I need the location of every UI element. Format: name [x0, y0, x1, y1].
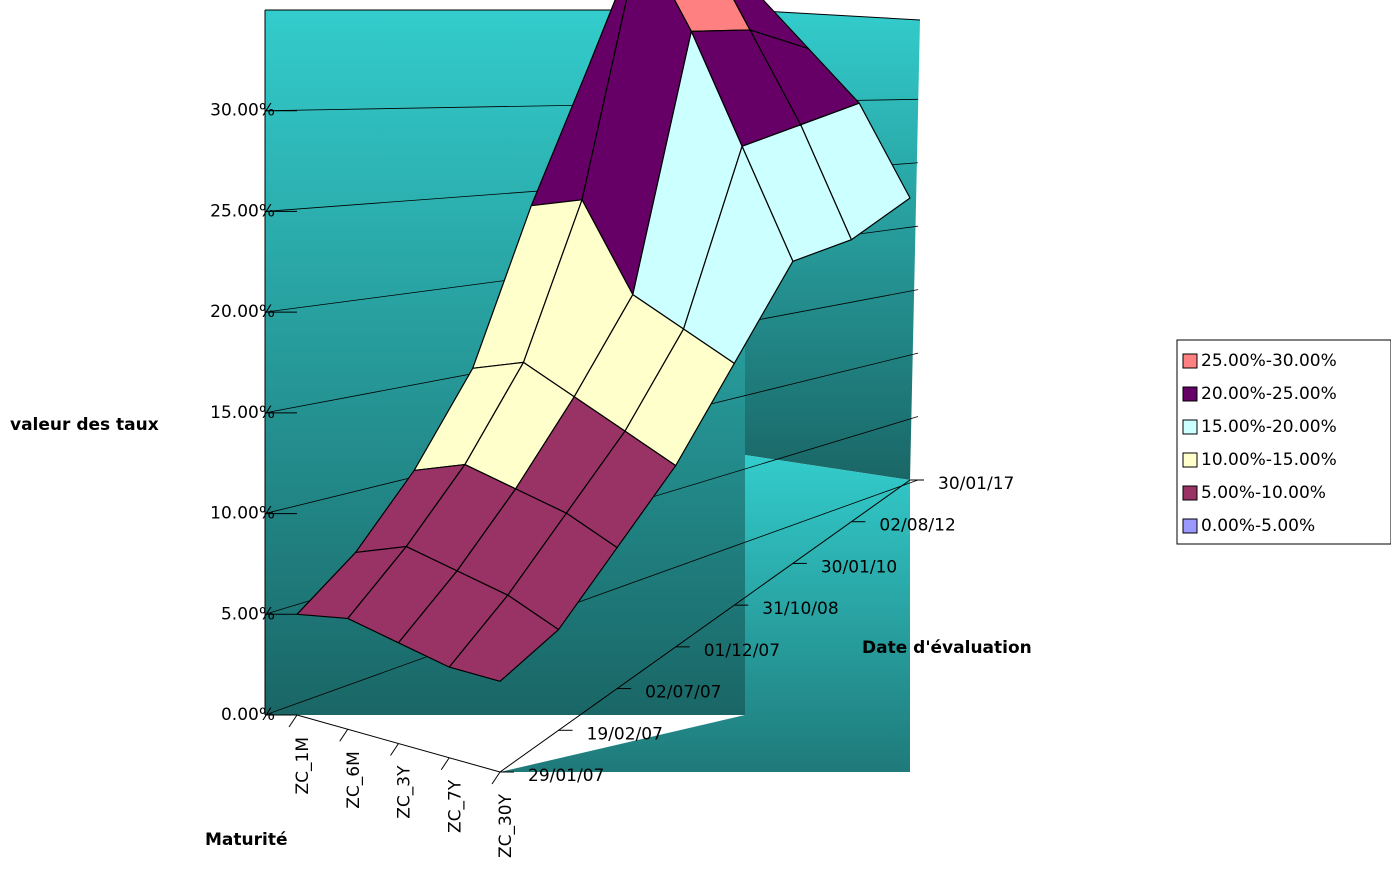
x-tick: [288, 714, 298, 728]
legend-swatch: [1182, 386, 1198, 402]
z-tick-label: 30.00%: [210, 101, 275, 121]
y-tick-label: 30/01/10: [821, 557, 897, 577]
x-tick: [440, 757, 450, 771]
legend-label: 25.00%-30.00%: [1201, 351, 1337, 371]
x-tick: [390, 743, 399, 756]
x-tick: [339, 728, 349, 742]
legend-box: [1176, 339, 1391, 545]
y-axis: [499, 479, 911, 773]
y-tick-label: 29/01/07: [528, 766, 604, 786]
legend-label: 5.00%-10.00%: [1201, 483, 1326, 503]
x-tick-label: ZC_6M: [344, 751, 364, 809]
legend-swatch: [1182, 518, 1198, 534]
x-tick-label: ZC_1M: [293, 737, 313, 795]
y-tick-label: 01/12/07: [704, 641, 780, 661]
legend-label: 20.00%-25.00%: [1201, 384, 1337, 404]
z-tick-label: 15.00%: [210, 403, 275, 423]
y-axis-title: Date d'évaluation: [862, 638, 1032, 658]
legend-label: 15.00%-20.00%: [1201, 417, 1337, 437]
y-tick-label: 19/02/07: [587, 724, 663, 744]
z-axis-title: valeur des taux: [10, 415, 159, 435]
legend-swatch: [1182, 485, 1198, 501]
legend-label: 0.00%-5.00%: [1201, 516, 1315, 536]
x-tick-label: ZC_3Y: [395, 765, 415, 819]
z-tick-label: 0.00%: [221, 705, 275, 725]
grid-line: [264, 479, 919, 716]
x-tick-label: ZC_30Y: [496, 793, 516, 858]
z-tick-label: 10.00%: [210, 504, 275, 524]
y-tick-label: 02/08/12: [879, 516, 955, 536]
x-tick: [491, 771, 501, 785]
legend-label: 10.00%-15.00%: [1201, 450, 1337, 470]
z-tick-label: 5.00%: [221, 604, 275, 624]
z-tick-label: 25.00%: [210, 201, 275, 221]
z-tick-label: 20.00%: [210, 302, 275, 322]
x-tick-label: ZC_7Y: [445, 779, 465, 833]
y-tick-label: 30/01/17: [938, 474, 1014, 494]
y-tick-label: 02/07/07: [645, 683, 721, 703]
legend-swatch: [1182, 419, 1198, 435]
legend-swatch: [1182, 452, 1198, 468]
legend-swatch: [1182, 353, 1198, 369]
surface-cell: [448, 594, 560, 682]
x-axis-title: Maturité: [205, 830, 288, 850]
y-tick-label: 31/10/08: [762, 599, 838, 619]
floor: [500, 455, 910, 772]
